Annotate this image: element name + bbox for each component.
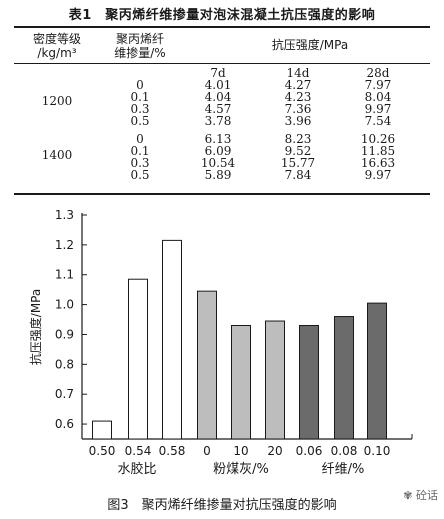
age-header-7d: 7d	[210, 66, 226, 80]
strength-cell-v7: 4.57	[204, 102, 232, 116]
x-tick-label: 0.50	[89, 444, 116, 458]
y-tick-label: 0.6	[55, 417, 74, 431]
bar	[367, 302, 387, 440]
strength-cell-v28: 8.04	[364, 90, 392, 104]
table-title: 表1 聚丙烯纤维掺量对泡沫混凝土抗压强度的影响	[68, 8, 376, 23]
strength-cell-v7: 6.09	[204, 144, 232, 158]
age-header-28d: 28d	[366, 66, 390, 80]
strength-cell-v7: 4.01	[204, 78, 232, 92]
fiber-cell: 0	[136, 132, 144, 146]
fiber-cell: 0.3	[130, 102, 150, 116]
header-fiber: 聚丙烯纤 维掺量/%	[100, 32, 180, 60]
bar-chart: 0.6 0.7 0.8 0.9 1.0 1.1 1.2 1.3 抗压强度/MPa 0.50 0.54…	[28, 208, 413, 477]
table-bottom-rule	[14, 193, 430, 195]
header-density: 密度等级 /kg/m³	[14, 32, 100, 60]
strength-cell-v14: 8.23	[284, 132, 312, 146]
bar	[197, 290, 217, 440]
strength-cell-v28: 7.54	[364, 114, 392, 128]
x-group-label: 水胶比	[117, 461, 156, 477]
fiber-cell: 0.1	[130, 144, 150, 158]
strength-cell-v28: 9.97	[364, 168, 392, 182]
strength-cell-v14: 4.23	[284, 90, 312, 104]
y-tick-label: 0.9	[55, 327, 74, 341]
strength-cell-v28: 10.26	[360, 132, 396, 146]
header-fiber-line2: 维掺量/%	[114, 46, 166, 60]
y-tick-label: 0.7	[55, 387, 74, 401]
watermark: ✾ 砼话	[403, 487, 438, 503]
y-axis-label: 抗压强度/MPa	[28, 289, 43, 365]
x-tick-label: 20	[267, 444, 282, 458]
x-tick-label: 0.54	[125, 444, 152, 458]
x-group-label: 粉煤灰/%	[213, 462, 269, 477]
figure-3: 0.6 0.7 0.8 0.9 1.0 1.1 1.2 1.3 抗压强度/MPa 0.50 0.54…	[0, 205, 444, 519]
table-1: 表1 聚丙烯纤维掺量对泡沫混凝土抗压强度的影响 密度等级 /kg/m³ 聚丙烯纤…	[0, 0, 444, 200]
bar	[299, 325, 319, 440]
age-header-14d: 14d	[286, 66, 310, 80]
y-tick-label: 1.0	[55, 298, 74, 312]
header-fiber-line1: 聚丙烯纤	[115, 32, 164, 46]
strength-cell-v14: 4.27	[284, 78, 312, 92]
density-cell: 1200	[41, 94, 73, 108]
y-tick-label: 0.8	[55, 357, 74, 371]
x-tick-label: 0	[203, 444, 211, 458]
strength-cell-v14: 3.96	[284, 114, 312, 128]
bar	[92, 420, 112, 440]
fiber-cell: 0.5	[130, 168, 150, 182]
bar	[231, 325, 251, 440]
strength-cell-v14: 7.36	[284, 102, 312, 116]
strength-cell-v28: 9.97	[364, 102, 392, 116]
header-density-line2: /kg/m³	[37, 46, 77, 60]
strength-cell-v28: 16.63	[360, 156, 396, 170]
strength-cell-v7: 3.78	[204, 114, 232, 128]
strength-cell-v7: 10.54	[200, 156, 236, 170]
strength-cell-v14: 9.52	[284, 144, 312, 158]
x-tick-label: 0.10	[364, 444, 391, 458]
header-strength: 抗压强度/MPa	[271, 38, 349, 52]
strength-cell-v7: 4.04	[204, 90, 232, 104]
strength-cell-v14: 15.77	[280, 156, 316, 170]
strength-cell-v28: 11.85	[360, 144, 396, 158]
strength-cell-v14: 7.84	[284, 168, 312, 182]
table-top-rule	[14, 26, 430, 28]
fiber-cell: 0	[136, 78, 144, 92]
figure-caption: 图3 聚丙烯纤维掺量对抗压强度的影响	[107, 498, 337, 513]
y-tick-label: 1.3	[55, 208, 74, 222]
fiber-cell: 0.1	[130, 90, 150, 104]
density-cell: 1400	[41, 148, 73, 162]
y-tick-label: 1.2	[55, 238, 74, 252]
x-group-label: 纤维/%	[322, 462, 365, 477]
fiber-cell: 0.3	[130, 156, 150, 170]
bar	[128, 278, 148, 440]
x-tick-label: 10	[233, 444, 248, 458]
chat-bubble-icon: ✾	[403, 489, 416, 502]
table-header-rule	[14, 63, 430, 64]
fiber-cell: 0.5	[130, 114, 150, 128]
bar	[334, 316, 354, 440]
bar	[162, 239, 182, 440]
watermark-text: 砼话	[416, 489, 438, 502]
strength-cell-v7: 6.13	[204, 132, 232, 146]
header-density-line1: 密度等级	[32, 32, 81, 46]
x-tick-label: 0.08	[331, 444, 358, 458]
strength-cell-v7: 5.89	[204, 168, 232, 182]
y-tick-label: 1.1	[55, 268, 74, 282]
x-tick-label: 0.06	[296, 444, 323, 458]
x-tick-label: 0.58	[159, 444, 186, 458]
bar	[265, 320, 285, 440]
strength-cell-v28: 7.97	[364, 78, 392, 92]
